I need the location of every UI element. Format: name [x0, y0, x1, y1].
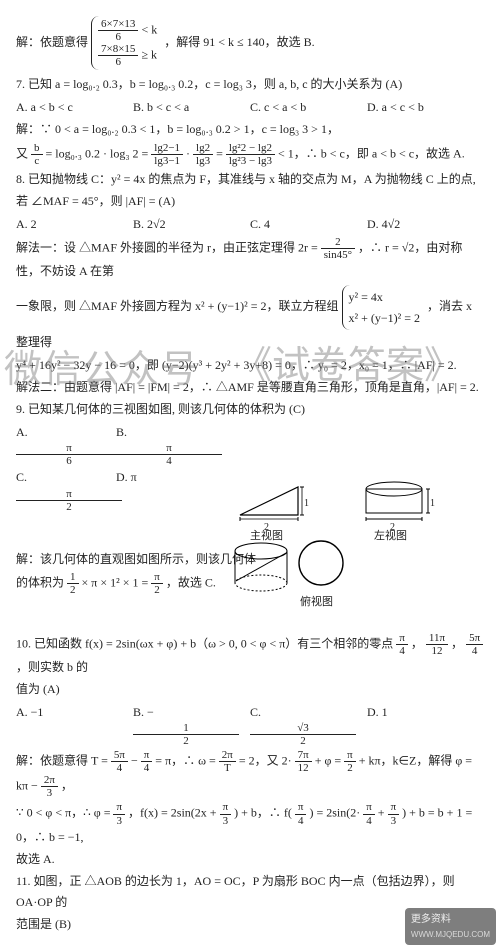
frac-bc: bc: [31, 142, 43, 167]
q10-choices: A. −1 B. −12 C. √32 D. 1: [16, 702, 484, 748]
solution-intro: 解：依题意得 6×7×13 6 < k 7×8×15 6 ≥ k ，解得 91 …: [16, 14, 484, 72]
choice-d: D. a < c < b: [367, 97, 484, 117]
caption-left: 左视图: [374, 527, 407, 546]
q10-sol-2: ∵ 0 < φ < π，∴ φ = π3 ，f(x) = 2sin(2x + π…: [16, 801, 484, 847]
caption-top: 俯视图: [300, 593, 333, 612]
brace-sys: y² = 4x x² + (y−1)² = 2: [342, 285, 425, 330]
q10-sol-1: 解：依题意得 T = 5π4 − π4 = π，∴ ω = 2πT = 2，又 …: [16, 749, 484, 799]
choice-b: B. b < c < a: [133, 97, 250, 117]
left-view: 1 2: [356, 477, 436, 527]
q8-stem-2: 若 ∠MAF = 45°，则 |AF| = (A): [16, 191, 484, 211]
q8-stem-1: 8. 已知抛物线 C：y² = 4x 的焦点为 F，其准线与 x 轴的交点为 M…: [16, 169, 484, 189]
q8-sol-3: y⁴ + 16y² − 32y − 16 = 0，即 (y−2)(y³ + 2y…: [16, 355, 484, 375]
choice-a: A. −1: [16, 702, 133, 748]
text: 解：依题意得: [16, 35, 88, 49]
frac-bot: 7×8×15 6: [98, 43, 138, 68]
q7-sol-1: 解：∵ 0 < a = log₀.₂ 0.3 < 1，b = log₀.₃ 0.…: [16, 119, 484, 139]
q10-stem: 10. 已知函数 f(x) = 2sin(ωx + φ) + b（ω > 0, …: [16, 632, 484, 678]
q9-choices: A. π6 B. π4 C. π2 D. π: [16, 422, 216, 513]
choice-b: B. −12: [133, 702, 250, 748]
choice-c: C. π2: [16, 467, 116, 513]
q7-sol-2: 又 bc = log₀.₃ 0.2 · log₃ 2 = lg2−1lg3−1 …: [16, 142, 484, 167]
q8-choices: A. 2 B. 2√2 C. 4 D. 4√2: [16, 214, 484, 234]
choice-d: D. 4√2: [367, 214, 484, 234]
choice-a: A. π6: [16, 422, 116, 468]
source-badge: 更多资料 WWW.MJQEDU.COM: [405, 908, 496, 945]
choice-b: B. 2√2: [133, 214, 250, 234]
choice-a: A. a < b < c: [16, 97, 133, 117]
q8-sol-4: 解法二：由题意得 |AF| = |FM| = 2，∴ △AMF 是等腰直角三角形…: [16, 377, 484, 397]
q9-stem: 9. 已知某几何体的三视图如图, 则该几何体的体积为 (C): [16, 399, 484, 419]
choice-a: A. 2: [16, 214, 133, 234]
q7-choices: A. a < b < c B. b < c < a C. c < a < b D…: [16, 97, 484, 117]
text: ，解得 91 < k ≤ 140，故选 B.: [164, 35, 314, 49]
main-view: 2 1: [236, 481, 306, 523]
q10-sol-3: 故选 A.: [16, 849, 484, 869]
q10-stem-2: 值为 (A): [16, 679, 484, 699]
frac-top: 6×7×13 6: [98, 18, 138, 43]
choice-d: D. π: [116, 467, 216, 513]
choice-c: C. 4: [250, 214, 367, 234]
choice-c: C. c < a < b: [250, 97, 367, 117]
q7-stem: 7. 已知 a = log₀.₂ 0.3，b = log₀.₃ 0.2，c = …: [16, 74, 484, 94]
q11-stem-1: 11. 如图，正 △AOB 的边长为 1，AO = OC，P 为扇形 BOC 内…: [16, 871, 484, 912]
q8-sol-2: 一象限，则 △MAF 外接圆方程为 x² + (y−1)² = 2，联立方程组 …: [16, 283, 484, 352]
choice-b: B. π4: [116, 422, 216, 468]
brace-system: 6×7×13 6 < k 7×8×15 6 ≥ k: [91, 16, 161, 70]
q9-sol-2: 的体积为 12 × π × 1² × 1 = π2 ，故选 C.: [16, 571, 226, 596]
q8-sol-1: 解法一：设 △MAF 外接圆的半径为 r，由正弦定理得 2r = 2sin45°…: [16, 236, 484, 282]
choice-d: D. 1: [367, 702, 484, 748]
choice-c: C. √32: [250, 702, 367, 748]
solid-and-top-view: 俯视图: [226, 535, 346, 630]
